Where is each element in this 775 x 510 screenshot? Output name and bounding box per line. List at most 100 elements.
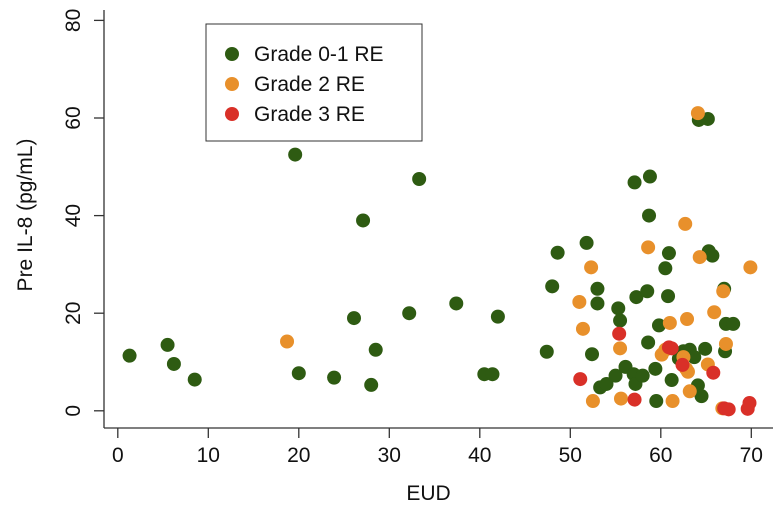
point-grade-3-re	[627, 392, 642, 407]
point-grade-3-re	[573, 372, 588, 387]
point-grade-0-1-re	[642, 169, 657, 184]
point-grade-0-1-re	[627, 175, 642, 190]
point-grade-2-re	[575, 321, 590, 336]
point-grade-0-1-re	[705, 248, 720, 263]
legend: Grade 0-1 RE Grade 2 RE Grade 3 RE	[205, 23, 423, 142]
point-grade-0-1-re	[661, 289, 676, 304]
y-tick-label: 60	[62, 106, 85, 129]
point-grade-0-1-re	[412, 172, 427, 186]
legend-box	[205, 23, 423, 142]
point-grade-2-re	[641, 240, 656, 255]
legend-label-grade-2-re: Grade 2 RE	[254, 73, 365, 96]
point-grade-0-1-re	[485, 367, 500, 382]
point-grade-2-re	[572, 294, 587, 309]
y-tick-label: 20	[62, 302, 85, 325]
point-grade-0-1-re	[402, 306, 417, 321]
x-tick-label: 40	[468, 444, 491, 467]
point-grade-0-1-re	[288, 147, 303, 162]
point-grade-2-re	[680, 312, 695, 327]
point-grade-0-1-re	[449, 296, 464, 311]
point-grade-0-1-re	[585, 347, 600, 362]
legend-marker-grade-3-re	[225, 107, 239, 121]
point-grade-0-1-re	[347, 311, 362, 326]
point-grade-0-1-re	[687, 350, 702, 365]
point-grade-0-1-re	[635, 368, 650, 383]
point-grade-0-1-re	[629, 290, 644, 305]
point-grade-0-1-re	[364, 377, 379, 392]
point-grade-2-re	[585, 394, 600, 409]
point-grade-0-1-re	[611, 301, 626, 316]
point-grade-2-re	[716, 284, 731, 299]
point-grade-0-1-re	[649, 394, 664, 409]
point-grade-0-1-re	[545, 279, 560, 294]
y-ticks: 0 20 40 60 80	[62, 9, 104, 417]
x-axis-label: EUD	[406, 482, 450, 505]
x-tick-label: 70	[740, 444, 763, 467]
point-grade-0-1-re	[187, 372, 202, 387]
point-grade-3-re	[742, 395, 757, 410]
x-tick-label: 0	[112, 444, 124, 467]
point-grade-2-re	[662, 315, 677, 330]
y-tick-label: 80	[62, 9, 85, 32]
point-grade-0-1-re	[651, 318, 666, 333]
point-grade-0-1-re	[356, 213, 371, 228]
point-grade-0-1-re	[658, 261, 673, 276]
x-tick-label: 20	[287, 444, 310, 467]
point-grade-0-1-re	[122, 348, 137, 363]
point-grade-2-re	[690, 106, 705, 121]
legend-label-grade-0-1-re: Grade 0-1 RE	[254, 43, 384, 66]
x-tick-label: 30	[378, 444, 401, 467]
point-grade-0-1-re	[590, 296, 605, 311]
point-grade-3-re	[612, 326, 627, 341]
point-grade-0-1-re	[664, 373, 679, 388]
point-grade-2-re	[613, 341, 628, 356]
point-grade-0-1-re	[640, 284, 655, 299]
point-grade-0-1-re	[291, 366, 306, 381]
point-grade-0-1-re	[539, 344, 554, 359]
point-grade-0-1-re	[166, 356, 181, 371]
point-grade-0-1-re	[694, 389, 709, 404]
point-grade-0-1-re	[590, 281, 605, 296]
x-tick-label: 10	[197, 444, 220, 467]
plot-frame	[103, 10, 773, 429]
x-tick-label: 50	[559, 444, 582, 467]
point-grade-0-1-re	[613, 313, 628, 328]
point-grade-0-1-re	[641, 335, 656, 350]
point-grade-3-re	[675, 357, 690, 372]
legend-label-grade-3-re: Grade 3 RE	[254, 103, 365, 126]
point-grade-0-1-re	[550, 245, 565, 260]
point-grade-0-1-re	[726, 316, 741, 331]
point-grade-2-re	[665, 394, 680, 409]
point-grade-0-1-re	[599, 376, 614, 391]
point-grade-0-1-re	[327, 370, 342, 385]
point-grade-0-1-re	[698, 341, 713, 356]
point-grade-2-re	[743, 260, 758, 275]
point-grade-3-re	[706, 365, 721, 380]
point-grade-0-1-re	[661, 246, 676, 261]
point-grade-2-re	[613, 391, 628, 406]
y-tick-label: 40	[62, 204, 85, 227]
point-grade-0-1-re	[642, 208, 657, 223]
point-grade-2-re	[682, 384, 697, 399]
point-grade-0-1-re	[160, 337, 175, 352]
point-grade-2-re	[718, 336, 733, 351]
point-grade-2-re	[280, 334, 295, 349]
y-tick-label: 0	[62, 405, 85, 417]
y-axis-label: Pre IL-8 (pg/mL)	[14, 139, 37, 292]
point-grade-2-re	[584, 260, 599, 275]
point-grade-3-re	[721, 402, 736, 417]
point-grade-0-1-re	[490, 309, 505, 324]
data-points	[122, 106, 758, 417]
point-grade-0-1-re	[579, 235, 594, 250]
x-ticks: 0 10 20 30 40 50 60 70	[112, 428, 763, 467]
point-grade-0-1-re	[648, 361, 663, 376]
point-grade-2-re	[678, 216, 693, 231]
x-tick-label: 60	[649, 444, 672, 467]
legend-marker-grade-2-re	[225, 77, 239, 91]
point-grade-2-re	[692, 250, 707, 265]
legend-marker-grade-0-1-re	[225, 47, 239, 61]
point-grade-3-re	[664, 341, 679, 356]
point-grade-0-1-re	[368, 342, 383, 357]
point-grade-0-1-re	[608, 368, 623, 383]
